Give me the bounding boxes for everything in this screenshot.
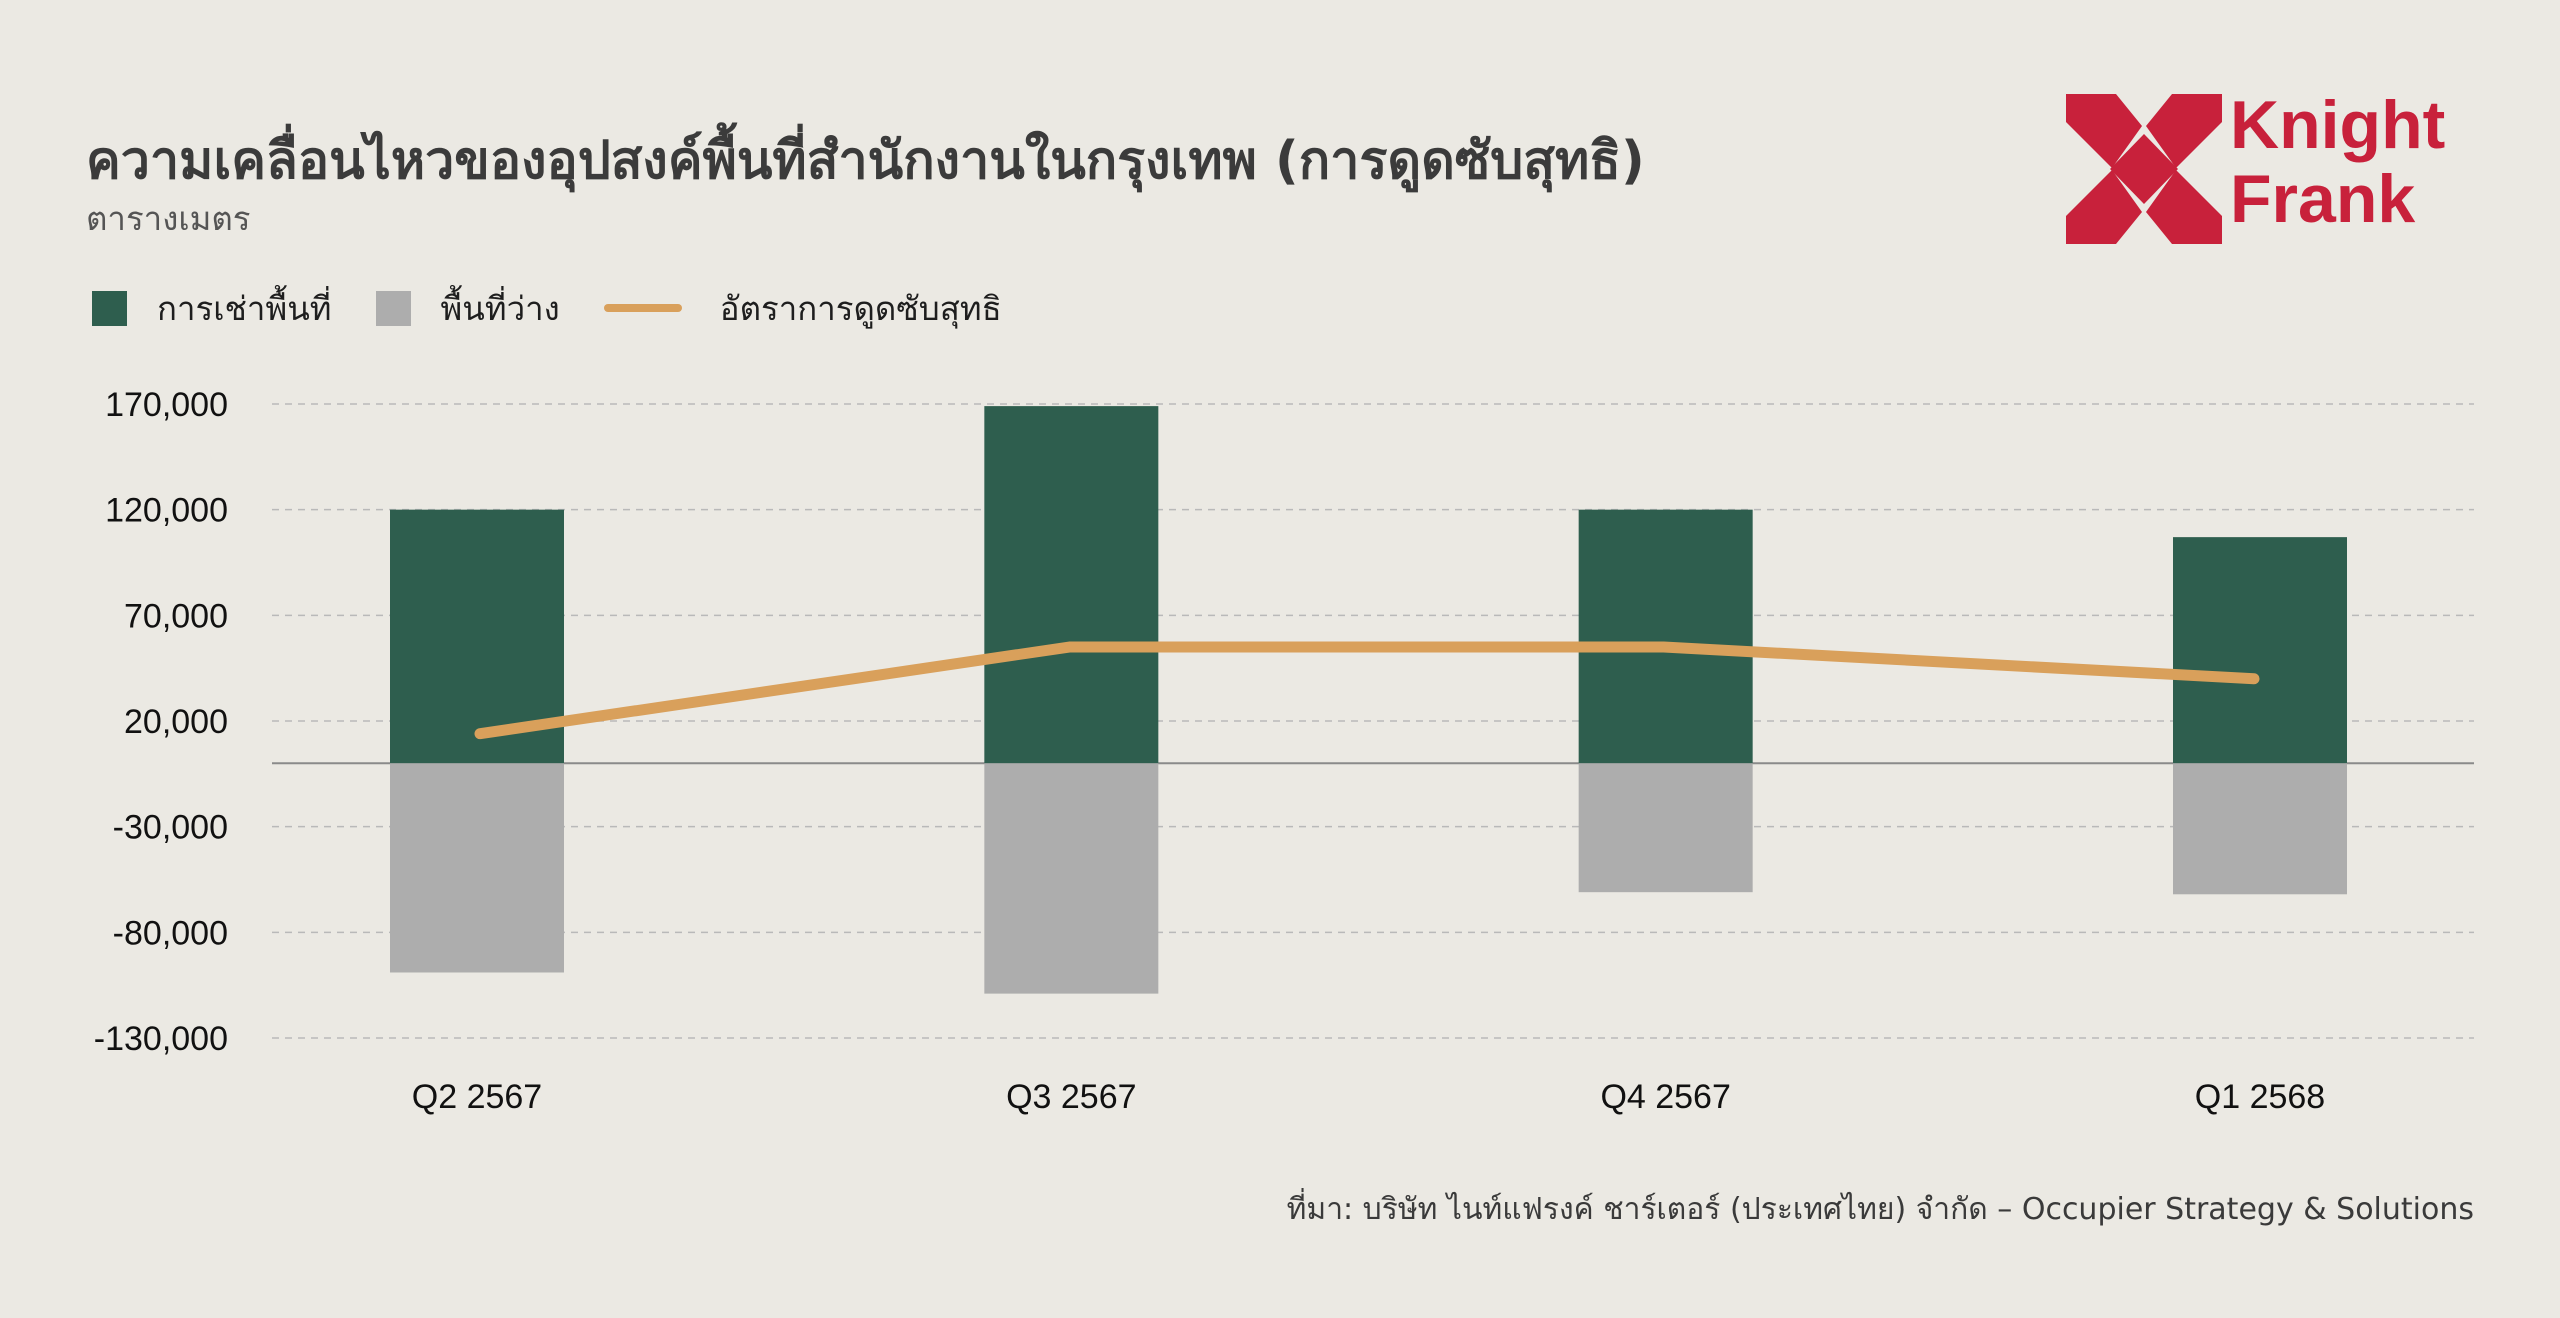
logo-line-1: Knight (2230, 87, 2446, 163)
y-tick-label: 20,000 (124, 703, 228, 741)
knight-frank-logo: Knight Frank (2064, 88, 2484, 252)
x-tick-label: Q4 2567 (1600, 1078, 1730, 1116)
y-tick-label: 170,000 (105, 386, 228, 424)
chart-title: ความเคลื่อนไหวของอุปสงค์พื้นที่สำนักงานใ… (86, 131, 1645, 191)
x-tick-label: Q2 2567 (412, 1078, 542, 1116)
bar-leasing (984, 406, 1159, 764)
legend-swatch-net-absorption (603, 304, 682, 312)
bar-vacant (390, 763, 564, 973)
bar-leasing (2173, 537, 2347, 764)
legend-swatch-vacant (375, 290, 411, 326)
legend-label-net-absorption: อัตราการดูดซับสุทธิ (719, 288, 1002, 328)
logo-line-2: Frank (2230, 161, 2416, 237)
bar-leasing (1578, 509, 1753, 764)
legend-label-vacant: พื้นที่ว่าง (440, 288, 560, 328)
legend-swatch-leasing (92, 290, 127, 326)
source-note: ที่มา: บริษัท ไนท์แฟรงค์ ชาร์เตอร์ (ประเ… (1286, 1192, 2474, 1227)
bar-vacant (984, 763, 1159, 994)
chart-subtitle: ตารางเมตร (86, 199, 251, 238)
logo-wordmark: Knight Frank (2230, 88, 2445, 236)
bar-vacant (2173, 763, 2347, 895)
legend-item-vacant: พื้นที่ว่าง (375, 282, 560, 335)
legend-item-leasing: การเช่าพื้นที่ (92, 282, 332, 335)
y-tick-label: 120,000 (105, 492, 228, 530)
logo-mark-icon (2066, 94, 2222, 244)
x-tick-label: Q1 2568 (2195, 1078, 2325, 1116)
chart-legend: การเช่าพื้นที่ พื้นที่ว่าง อัตราการดูดซั… (92, 286, 1046, 330)
legend-label-leasing: การเช่าพื้นที่ (157, 288, 332, 328)
x-tick-label: Q3 2567 (1006, 1078, 1136, 1116)
bar-vacant (1578, 763, 1753, 893)
y-tick-label: -30,000 (113, 809, 228, 847)
net-absorption-line (474, 641, 2260, 740)
y-tick-label: 70,000 (124, 597, 228, 635)
legend-item-net-absorption: อัตราการดูดซับสุทธิ (603, 282, 1002, 335)
y-tick-label: -130,000 (94, 1020, 228, 1058)
y-tick-label: -80,000 (113, 914, 228, 952)
